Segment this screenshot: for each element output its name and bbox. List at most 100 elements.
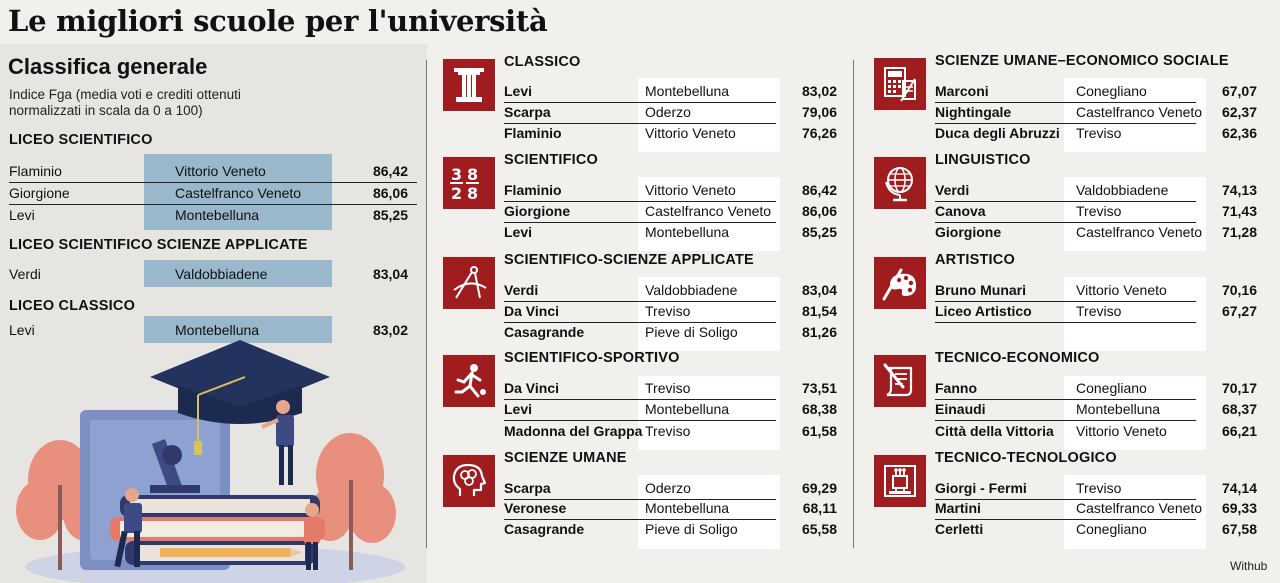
category-title: CLASSICO <box>504 54 581 70</box>
school-name: Verdi <box>504 282 539 298</box>
ranking-row: Verdi Valdobbiadene 83,04 <box>9 263 417 285</box>
row-divider <box>935 102 1196 103</box>
compass-icon <box>443 257 495 309</box>
city-column-box <box>638 475 780 549</box>
school-name: Levi <box>9 207 35 223</box>
school-score: 81,54 <box>801 303 837 319</box>
row-divider <box>935 519 1196 520</box>
school-name: Scarpa <box>504 480 551 496</box>
school-city: Pieve di Soligo <box>645 521 738 537</box>
school-score: 65,58 <box>801 521 837 537</box>
circuit-board-icon <box>874 455 926 507</box>
school-name: Einaudi <box>935 401 986 417</box>
school-city: Vittorio Veneto <box>645 182 736 198</box>
row-divider <box>935 420 1196 421</box>
school-score: 69,33 <box>1221 500 1257 516</box>
svg-text:2: 2 <box>451 184 462 202</box>
category-title: SCIENZE UMANE–ECONOMICO SOCIALE <box>935 53 1229 69</box>
overall-ranking-title: Classifica generale <box>8 54 208 79</box>
school-name: Canova <box>935 203 986 219</box>
row-divider <box>935 123 1196 124</box>
school-name: Giorgione <box>9 185 70 201</box>
school-name: Levi <box>9 322 35 338</box>
city-column-box <box>1064 475 1206 549</box>
column-icon <box>443 59 495 111</box>
school-name: Giorgione <box>504 203 571 219</box>
school-city: Valdobbiadene <box>645 282 738 298</box>
category-title: TECNICO-ECONOMICO <box>935 350 1100 366</box>
overall-ranking-subtitle: Indice Fga (media voti e crediti ottenut… <box>9 87 241 118</box>
svg-text:3: 3 <box>451 165 462 184</box>
school-city: Treviso <box>645 423 691 439</box>
school-name: Giorgi - Fermi <box>935 480 1027 496</box>
school-score: 76,26 <box>801 125 837 141</box>
city-column-box <box>1064 376 1206 450</box>
school-name: Da Vinci <box>504 303 559 319</box>
row-divider <box>504 102 776 103</box>
school-name: Verdi <box>935 182 970 198</box>
school-name: Bruno Munari <box>935 282 1026 298</box>
school-city: Montebelluna <box>645 224 730 240</box>
city-column-box <box>638 277 780 351</box>
school-city: Vittorio Veneto <box>175 163 266 179</box>
school-city: Montebelluna <box>175 322 260 338</box>
school-city: Treviso <box>1076 125 1122 141</box>
globe-icon <box>874 157 926 209</box>
school-city: Pieve di Soligo <box>645 324 738 340</box>
row-divider <box>504 420 776 421</box>
school-score: 83,04 <box>801 282 837 298</box>
row-divider <box>504 123 776 124</box>
school-score: 86,42 <box>801 182 837 198</box>
school-score: 86,42 <box>372 163 408 179</box>
school-score: 67,58 <box>1221 521 1257 537</box>
school-name: Fanno <box>935 380 977 396</box>
school-city: Castelfranco Veneto <box>1076 500 1203 516</box>
school-name: Liceo Artistico <box>935 303 1032 319</box>
row-divider <box>935 322 1196 323</box>
school-name: Scarpa <box>504 104 551 120</box>
row-divider <box>504 519 776 520</box>
school-name: Flaminio <box>504 125 562 141</box>
school-city: Castelfranco Veneto <box>175 185 302 201</box>
school-city: Oderzo <box>645 480 691 496</box>
graduation-illustration <box>16 340 405 583</box>
column-divider <box>426 60 427 548</box>
school-score: 68,38 <box>801 401 837 417</box>
school-city: Montebelluna <box>645 500 730 516</box>
page-title: Le migliori scuole per l'università <box>8 4 548 38</box>
school-name: Casagrande <box>504 521 585 537</box>
section-heading: LICEO CLASSICO <box>9 298 136 314</box>
school-name: Flaminio <box>9 163 62 179</box>
city-column-box <box>1064 277 1206 351</box>
column-divider <box>853 60 854 548</box>
section-heading: LICEO SCIENTIFICO SCIENZE APPLICATE <box>9 237 308 253</box>
row-divider <box>9 182 417 183</box>
school-score: 62,36 <box>1221 125 1257 141</box>
school-score: 85,25 <box>801 224 837 240</box>
brain-head-icon <box>443 455 495 507</box>
section-heading: LICEO SCIENTIFICO <box>9 132 153 148</box>
row-divider <box>504 322 776 323</box>
school-city: Valdobbiadene <box>1076 182 1169 198</box>
school-score: 83,02 <box>372 322 408 338</box>
school-city: Vittorio Veneto <box>1076 423 1167 439</box>
city-column-box <box>638 78 780 152</box>
school-city: Montebelluna <box>645 401 730 417</box>
school-score: 67,27 <box>1221 303 1257 319</box>
category-title: SCIENTIFICO-SPORTIVO <box>504 350 680 366</box>
calculator-icon <box>874 58 926 110</box>
school-city: Treviso <box>1076 303 1122 319</box>
row-divider <box>9 204 417 205</box>
school-city: Montebelluna <box>1076 401 1161 417</box>
svg-text:8: 8 <box>467 184 478 202</box>
school-score: 74,14 <box>1221 480 1257 496</box>
row-divider <box>935 301 1196 302</box>
category-title: TECNICO-TECNOLOGICO <box>935 450 1117 466</box>
school-name: Madonna del Grappa <box>504 423 643 439</box>
school-city: Valdobbiadene <box>175 266 268 282</box>
school-score: 71,43 <box>1221 203 1257 219</box>
school-city: Montebelluna <box>175 207 260 223</box>
city-column-box <box>638 376 780 450</box>
ranking-row: Levi Montebelluna 85,25 <box>9 204 417 226</box>
